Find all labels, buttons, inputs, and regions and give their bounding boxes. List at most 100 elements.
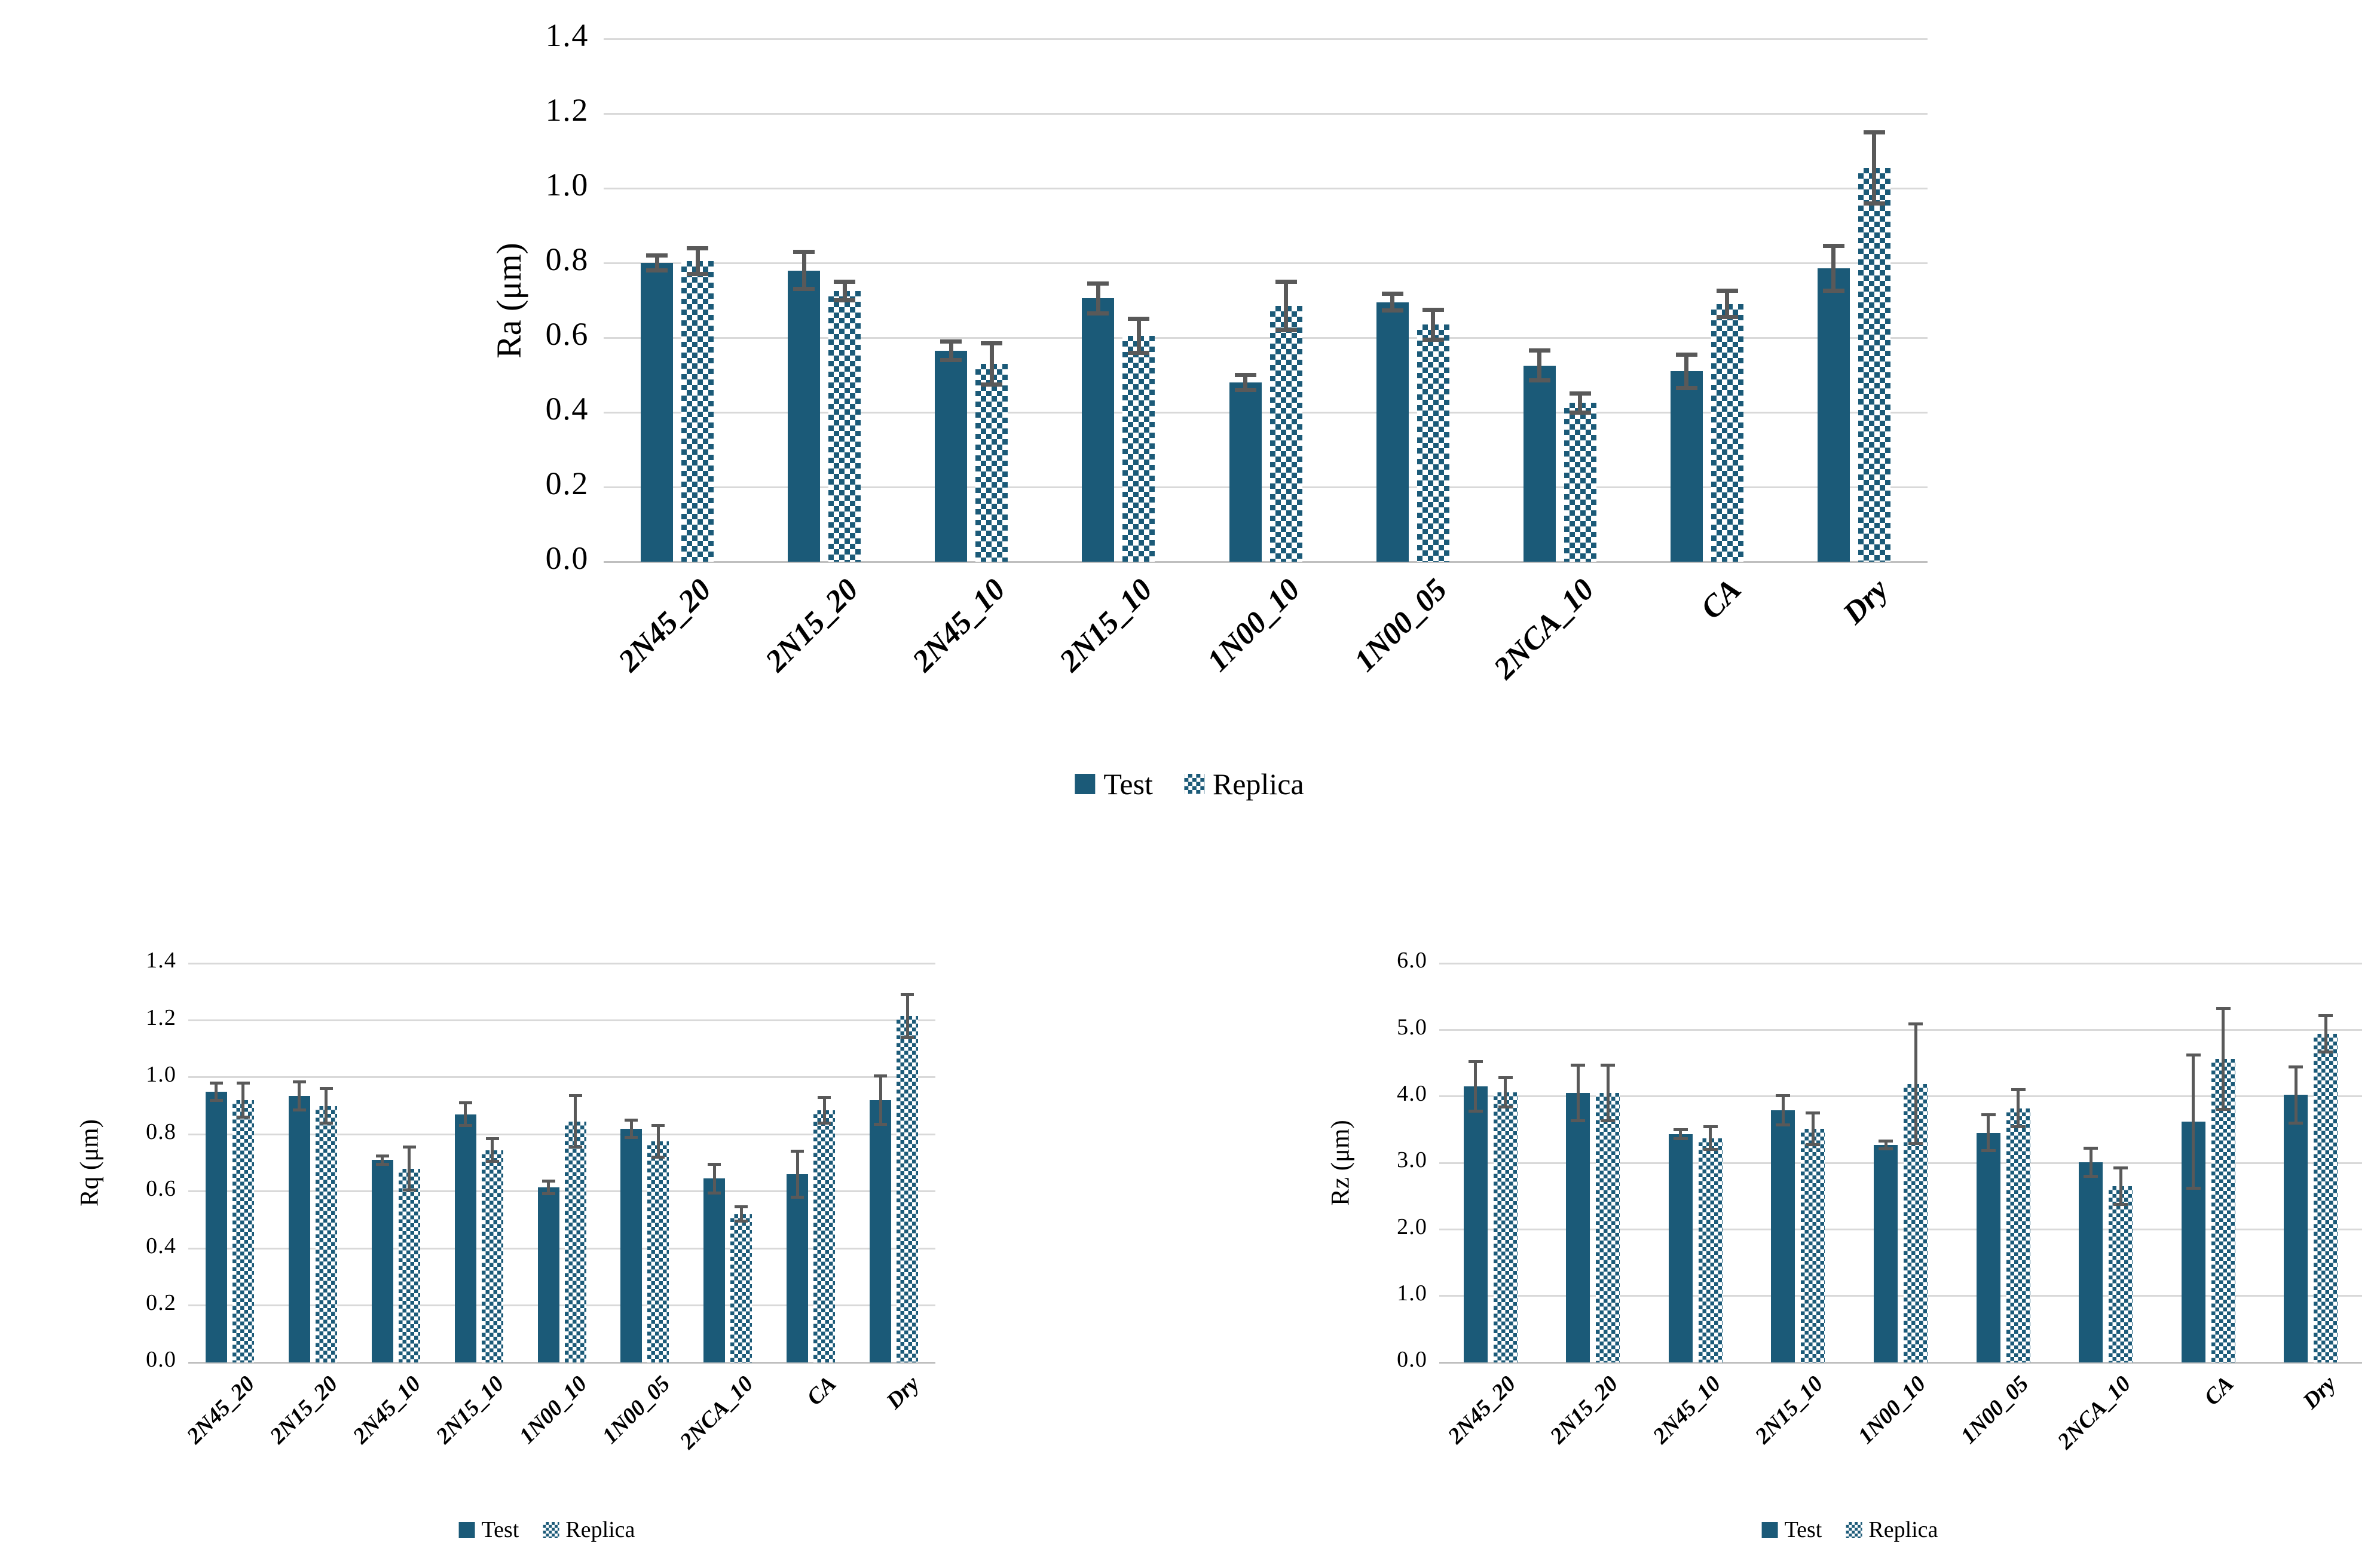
x-axis-line [1439, 1361, 2362, 1364]
error-bar-cap [375, 1162, 389, 1166]
error-bar-cap [687, 246, 709, 250]
error-bar-cap [2216, 1007, 2231, 1010]
bar-replica [2314, 1034, 2338, 1362]
error-bar-cap [2318, 1014, 2333, 1018]
error-bar-line [325, 1088, 328, 1123]
gridline [604, 336, 1928, 339]
gridline [604, 486, 1928, 488]
error-bar-line [1725, 290, 1730, 317]
bar-test [870, 1100, 892, 1362]
error-bar-cap [1468, 1060, 1483, 1064]
y-tick-label: 6.0 [1397, 948, 1427, 973]
bar-test [1874, 1144, 1898, 1362]
error-bar-line [1606, 1065, 1610, 1121]
error-bar-cap [319, 1121, 333, 1125]
error-bar-line [1679, 1129, 1682, 1139]
bar-test [371, 1160, 393, 1362]
bar-replica [1417, 324, 1449, 562]
error-bar-cap [485, 1137, 499, 1140]
bar-test [787, 1174, 809, 1362]
y-tick-label: 2.0 [1397, 1214, 1427, 1239]
bar-test [288, 1095, 310, 1362]
bar-replica [813, 1110, 836, 1362]
error-bar-cap [1275, 328, 1297, 332]
x-category-label: 2N45_10 [1648, 1371, 1726, 1449]
error-bar-line [842, 281, 847, 301]
error-bar-cap [2011, 1088, 2026, 1092]
error-bar-cap [1571, 1119, 1586, 1123]
error-bar-cap [1569, 410, 1591, 415]
error-bar-cap [1776, 1123, 1791, 1127]
error-bar-cap [874, 1074, 888, 1077]
error-bar-cap [292, 1108, 306, 1112]
error-bar-cap [1569, 391, 1591, 396]
error-bar-line [695, 248, 700, 274]
error-bar-line [1781, 1095, 1785, 1125]
error-bar-line [1284, 281, 1288, 330]
x-category-label: 1N00_10 [514, 1371, 592, 1449]
bar-replica [2109, 1186, 2133, 1362]
error-bar-cap [1822, 244, 1844, 249]
error-bar-line [215, 1083, 218, 1101]
error-bar-cap [1468, 1109, 1483, 1113]
error-bar-cap [834, 279, 856, 284]
y-tick-label: 1.0 [545, 166, 589, 203]
y-tick-label: 3.0 [1397, 1147, 1427, 1173]
bar-replica [315, 1105, 337, 1362]
gridline [188, 1133, 935, 1135]
error-bar-cap [1128, 317, 1150, 321]
error-bar-line [1390, 293, 1395, 311]
error-bar-line [822, 1097, 826, 1123]
error-bar-cap [651, 1124, 665, 1128]
bar-replica [2211, 1059, 2235, 1362]
y-tick-label: 0.8 [146, 1119, 176, 1144]
error-bar-cap [2289, 1065, 2303, 1069]
x-category-label: 2N45_10 [906, 572, 1012, 679]
error-bar-cap [1863, 130, 1885, 134]
error-bar-cap [1422, 337, 1444, 342]
legend-replica-swatch-icon [1183, 774, 1204, 794]
error-bar-cap [646, 268, 668, 272]
error-bar-line [629, 1120, 633, 1138]
error-bar-cap [1675, 352, 1697, 357]
y-tick-label: 1.0 [146, 1062, 176, 1088]
error-bar-cap [940, 358, 962, 362]
error-bar-cap [901, 993, 914, 996]
bar-test [2079, 1162, 2103, 1362]
error-bar-line [464, 1102, 467, 1126]
y-tick-label: 1.0 [1397, 1281, 1427, 1306]
bar-replica [1858, 167, 1890, 562]
x-category-label: 2N15_20 [265, 1371, 343, 1449]
bar-replica [975, 363, 1008, 562]
error-bar-cap [2084, 1147, 2098, 1150]
error-bar-cap [1498, 1105, 1513, 1108]
bar-replica [647, 1141, 669, 1362]
error-bar-line [2192, 1055, 2195, 1189]
error-bar-cap [940, 339, 962, 344]
error-bar-cap [542, 1192, 555, 1195]
error-bar-line [491, 1138, 494, 1162]
legend-test-label: Test [1784, 1517, 1822, 1542]
bar-test [641, 263, 674, 562]
x-category-label: 2N15_10 [1751, 1371, 1828, 1449]
error-bar-cap [625, 1135, 638, 1139]
bar-test [2284, 1095, 2308, 1362]
legend-replica-label: Replica [565, 1517, 635, 1542]
error-bar-cap [1716, 289, 1738, 293]
bar-test [1670, 371, 1703, 562]
error-bar-cap [1863, 201, 1885, 206]
x-category-label: 2N15_10 [1053, 572, 1160, 679]
error-bar-cap [236, 1116, 250, 1119]
legend-replica-label: Replica [1212, 767, 1304, 801]
error-bar-cap [485, 1160, 499, 1163]
error-bar-line [796, 1151, 799, 1198]
gridline [604, 38, 1928, 40]
x-category-label: 2N45_20 [612, 572, 718, 679]
error-bar-line [1884, 1141, 1887, 1149]
error-bar-cap [901, 1036, 914, 1039]
bar-replica [1801, 1129, 1825, 1362]
error-bar-cap [542, 1179, 555, 1183]
error-bar-cap [791, 1195, 804, 1199]
x-category-label: Dry [2298, 1371, 2341, 1414]
error-bar-cap [1908, 1142, 1923, 1146]
